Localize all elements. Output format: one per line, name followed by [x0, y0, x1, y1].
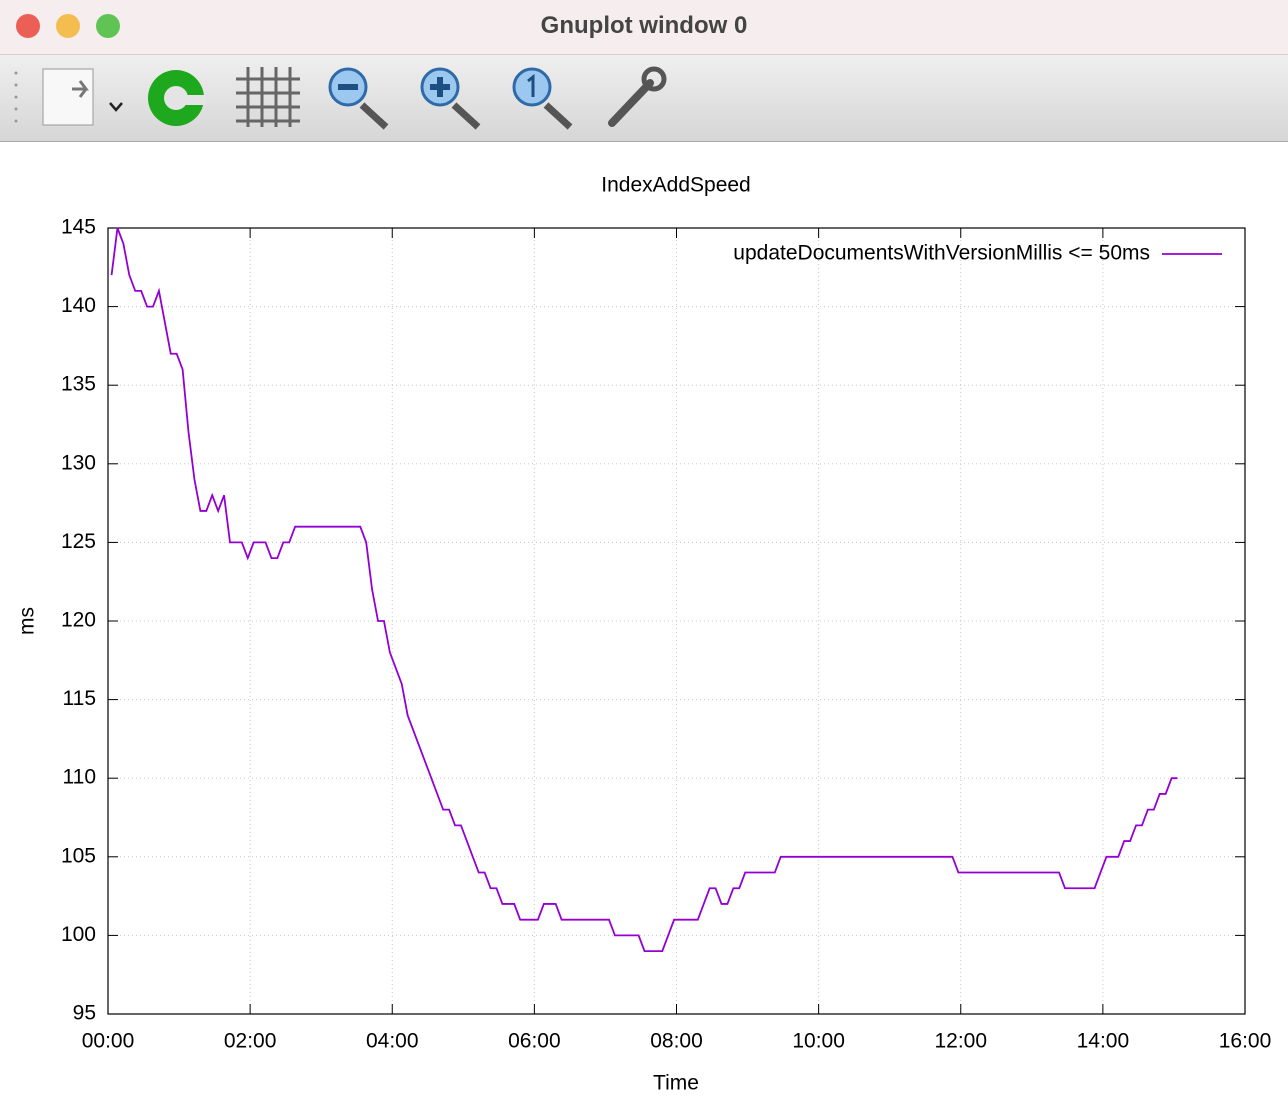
close-button[interactable] [16, 14, 40, 38]
chart: IndexAddSpeed Time ms 95 100 105 110 115 120 1… [16, 174, 1272, 1095]
zoom-in-button[interactable] [420, 67, 481, 130]
x-tick-label: 12:00 [934, 1030, 987, 1053]
y-tick-label: 140 [61, 294, 96, 317]
y-tick-label: 115 [63, 687, 96, 710]
zoom-out-button[interactable] [328, 67, 389, 130]
y-axis-label: ms [16, 607, 39, 635]
y-tick-label: 95 [73, 1002, 96, 1025]
y-tick-label: 100 [61, 923, 96, 946]
export-button[interactable] [42, 68, 123, 126]
x-tick-label: 04:00 [366, 1030, 419, 1053]
autoscale-button[interactable] [512, 67, 573, 130]
x-tick-label: 02:00 [224, 1030, 277, 1053]
plot-frame [107, 227, 1246, 1015]
y-tick-label: 125 [61, 530, 96, 553]
y-tick-label: 105 [61, 844, 96, 867]
toolbar [0, 55, 1288, 142]
y-tick-label: 145 [61, 216, 96, 239]
x-tick-label: 08:00 [650, 1030, 703, 1053]
x-axis-label: Time [653, 1072, 699, 1095]
window-title: Gnuplot window 0 [540, 12, 748, 39]
grid-button[interactable] [236, 67, 300, 127]
x-tick-label: 16:00 [1219, 1030, 1272, 1053]
minimize-button[interactable] [56, 14, 80, 38]
data-line [110, 227, 1178, 953]
toolbar-grip [14, 71, 18, 123]
y-tick-label: 130 [61, 451, 96, 474]
replot-button[interactable] [148, 70, 206, 126]
zoom-button[interactable] [96, 14, 120, 38]
y-tick-label: 135 [61, 373, 96, 396]
y-tick-label: 110 [63, 766, 96, 789]
y-tick-label: 120 [61, 609, 96, 632]
chart-title: IndexAddSpeed [601, 174, 750, 197]
title-bar: Gnuplot window 0 [0, 0, 1288, 55]
x-tick-label: 00:00 [82, 1030, 135, 1053]
x-tick-label: 10:00 [792, 1030, 845, 1053]
legend-label: updateDocumentsWithVersionMillis <= 50ms [733, 242, 1150, 265]
x-tick-label: 06:00 [508, 1030, 561, 1053]
settings-button[interactable] [608, 66, 667, 127]
x-tick-label: 14:00 [1077, 1030, 1130, 1053]
